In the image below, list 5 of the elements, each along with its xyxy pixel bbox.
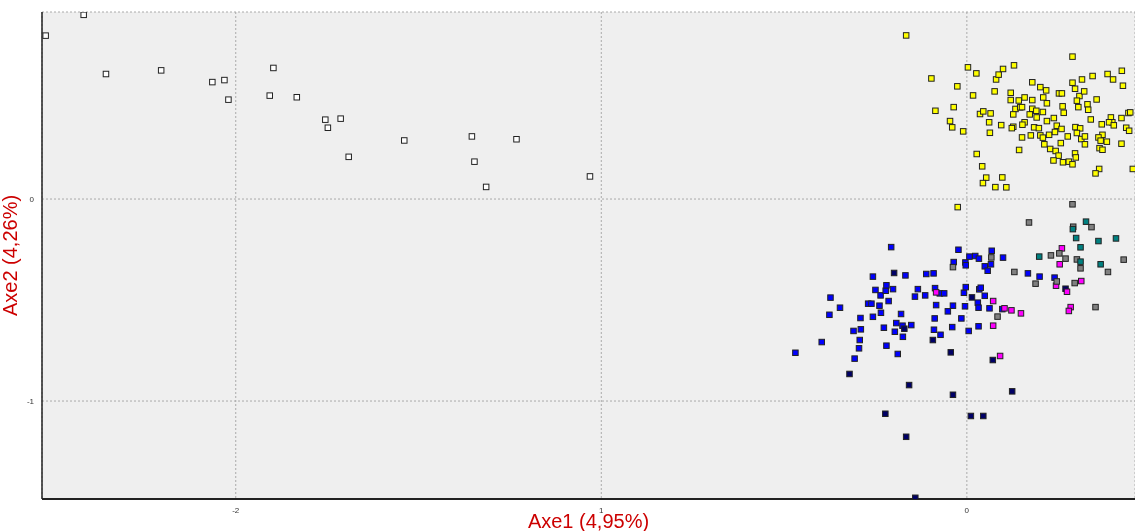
y-axis-title: Axe2 (4,26%) xyxy=(0,194,22,317)
x-tick-label: 0 xyxy=(964,505,970,515)
x-tick-label: 1 xyxy=(599,505,605,515)
y-tick-label: -1 xyxy=(26,396,35,406)
x-tick-label: -2 xyxy=(232,505,240,515)
